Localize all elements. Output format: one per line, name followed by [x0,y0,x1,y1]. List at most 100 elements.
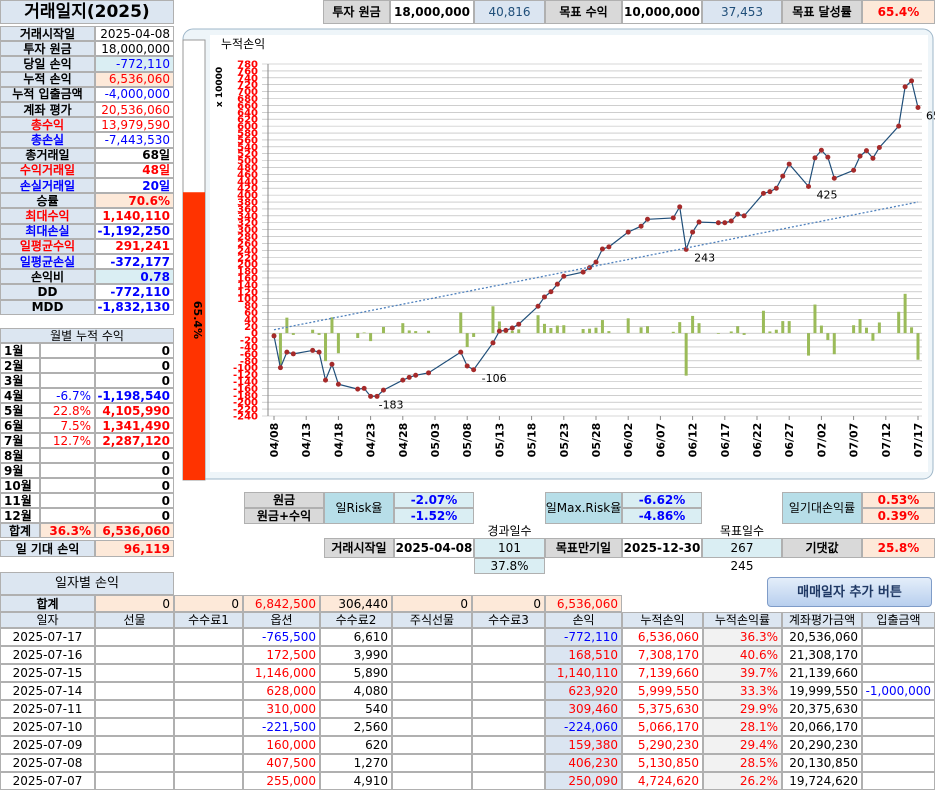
daily-bar [626,318,630,334]
point [458,349,464,355]
cell [472,628,545,646]
x-tick-label: 06/12 [687,423,700,458]
point [831,175,837,181]
cell: 540 [320,700,392,718]
x-tick-label: 05/23 [558,423,571,458]
cell [392,718,472,736]
cell [95,682,174,700]
cell: 255,000 [243,772,320,790]
y-tick-label: 500 [237,156,258,167]
point [374,393,380,399]
date: 2025-07-09 [0,736,95,754]
daily-bar [600,320,604,334]
daily-bar [581,329,585,334]
sum-value: 0 [392,595,472,612]
column-header: 입출금액 [862,612,935,628]
x-tick-label: 05/08 [461,423,474,458]
elapsed-pct: 37.8% [474,558,545,574]
cell: 29.4% [703,736,782,754]
daily-bar [787,321,791,334]
cell [392,754,472,772]
daily-bar [401,323,405,334]
point [535,303,541,309]
cell [392,736,472,754]
summary-value: 68일 [95,147,174,163]
column-header: 수수료3 [472,612,545,628]
cell [862,646,935,664]
cell: 2,560 [320,718,392,736]
y-tick-label: 620 [237,115,258,126]
daily-bar [646,326,650,334]
point [380,387,386,393]
y-tick-label: 600 [237,122,258,133]
summary-label: 손익비 [0,269,95,285]
cell [392,628,472,646]
point [516,321,522,327]
expected-value: 96,119 [95,540,174,557]
month-label: 3월 [0,373,40,388]
risk-label: 일기대손익률 [782,492,862,524]
cell [392,646,472,664]
summary-value: 291,241 [95,238,174,254]
daily-bar [691,315,695,334]
summary-value: 0.78 [95,269,174,285]
cell [472,664,545,682]
y-tick-label: 680 [237,94,258,105]
cell: 19,724,620 [782,772,862,790]
point [509,325,515,331]
summary-label: 일평균수익 [0,238,95,254]
cell: 168,510 [545,646,622,664]
cell [862,628,935,646]
daily-bar [768,331,772,334]
daily-bar [588,328,592,334]
y-tick-label: 760 [237,66,258,77]
cell: 33.3% [703,682,782,700]
daily-bar [729,331,733,334]
point [780,173,786,179]
add-button[interactable]: 매매일자 추가 버튼 [767,577,932,607]
y-tick-label: -40 [240,342,258,353]
month-value: 0 [95,478,174,493]
start-label: 거래시작일 [324,538,394,558]
x-tick-label: 05/28 [590,423,603,458]
expect: 25.8% [862,538,935,558]
daily-bar [716,333,720,334]
point [728,218,734,224]
top-value: 18,000,000 [390,0,474,24]
chart-title: 누적손익 [221,37,265,51]
data-label: -106 [482,372,507,385]
summary-value: 2025-04-08 [95,26,174,42]
y-tick-label: 160 [237,273,258,284]
sheet-title: 거래일지(2025) [0,0,174,24]
risk-value: -6.62% [622,492,702,508]
sum-value: 6,842,500 [243,595,320,612]
target: 267 [702,538,782,558]
column-header: 일자 [0,612,95,628]
sum-value: 0 [174,595,243,612]
point [625,229,631,235]
cell: 1,146,000 [243,664,320,682]
point [825,154,831,160]
cell [95,718,174,736]
x-tick-label: 05/03 [429,423,442,458]
y-tick-label: 460 [237,170,258,181]
cell: 4,724,620 [622,772,703,790]
cell [174,646,243,664]
daily-bar [916,333,920,360]
y-tick-label: 240 [237,246,258,257]
cell [95,736,174,754]
cell: -221,500 [243,718,320,736]
y-tick-label: -200 [233,398,258,409]
point [767,189,773,195]
daily-bar [671,331,675,334]
summary-label: 승률 [0,193,95,209]
month-label: 2월 [0,358,40,373]
point [670,215,676,221]
month-rate [40,373,95,388]
month-value: 0 [95,373,174,388]
cell [472,646,545,664]
sum-value: 6,536,060 [545,595,622,612]
summary-value: -1,192,250 [95,223,174,239]
y-tick-label: 180 [237,267,258,278]
point [806,184,812,190]
